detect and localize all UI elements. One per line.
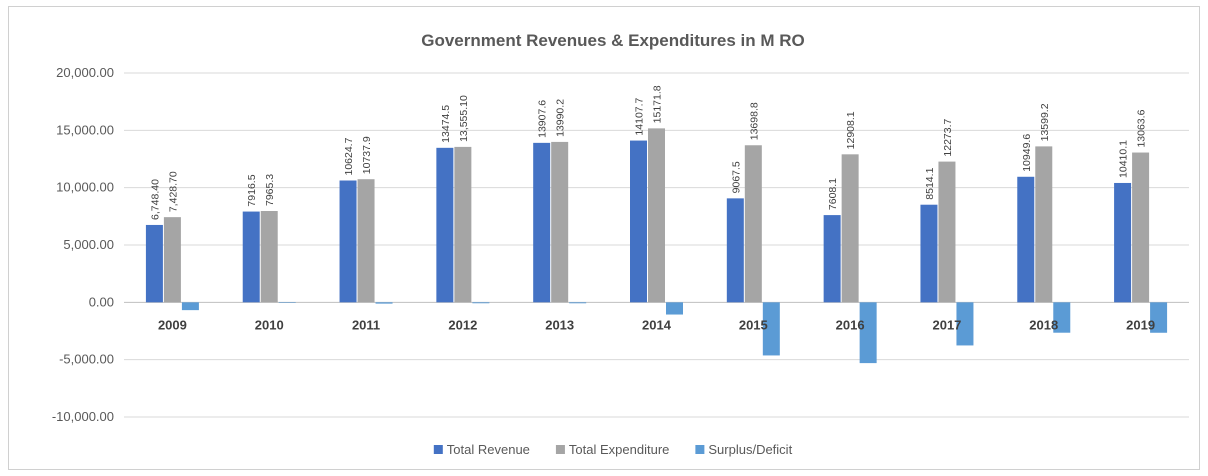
- chart-title: Government Revenues & Expenditures in M …: [421, 31, 805, 50]
- category-label-2013: 2013: [545, 317, 574, 332]
- category-label-2017: 2017: [932, 317, 961, 332]
- bar-total-revenue-2011: [339, 180, 357, 303]
- data-label: 13990.2: [555, 99, 567, 137]
- legend-label: Total Expenditure: [569, 442, 669, 457]
- bar-total-expenditure-2009: [163, 217, 181, 303]
- bar-total-revenue-2013: [533, 142, 551, 303]
- y-axis: 20,000.00 15,000.00 10,000.00 5,000.00 0.00 -…: [52, 65, 114, 424]
- category-label-2015: 2015: [739, 317, 768, 332]
- category-label-2012: 2012: [448, 317, 477, 332]
- bar-surplus-deficit-2009: [181, 302, 199, 311]
- bar-surplus-deficit-2019: [1150, 302, 1168, 333]
- bar-total-revenue-2012: [436, 147, 454, 303]
- category-label-2010: 2010: [255, 317, 284, 332]
- bar-surplus-deficit-2011: [375, 302, 393, 304]
- data-label: 7,428.70: [167, 171, 179, 212]
- bar-total-revenue-2019: [1114, 182, 1132, 303]
- bar-surplus-deficit-2010: [278, 302, 296, 303]
- category-label-2009: 2009: [158, 317, 187, 332]
- category-label-2014: 2014: [642, 317, 672, 332]
- bar-total-expenditure-2019: [1132, 152, 1150, 303]
- bar-total-expenditure-2015: [744, 145, 762, 303]
- bar-total-expenditure-2014: [648, 128, 665, 303]
- bar-total-revenue-2018: [1017, 176, 1035, 303]
- bar-total-revenue-2017: [920, 204, 938, 303]
- legend-item: Total Revenue: [433, 442, 530, 457]
- bar-surplus-deficit-2013: [569, 302, 587, 304]
- bar-total-expenditure-2017: [938, 161, 956, 303]
- category-labels: 2009 2010 2011 2012 2013 2014 2015 2016 2017 2018…: [158, 317, 1155, 332]
- y-tick-label: 5,000.00: [63, 237, 114, 252]
- data-label: 7965.3: [264, 174, 276, 206]
- bar-surplus-deficit-2017: [956, 302, 974, 346]
- data-label: 8514.1: [924, 167, 936, 199]
- data-label: 12908.1: [845, 111, 857, 149]
- data-label: 10949.6: [1021, 134, 1033, 172]
- bar-total-revenue-2009: [145, 224, 163, 303]
- bar-total-expenditure-2018: [1035, 146, 1053, 303]
- y-tick-label: 15,000.00: [56, 122, 114, 137]
- bar-surplus-deficit-2016: [859, 302, 877, 364]
- data-label: 10624.7: [343, 137, 355, 175]
- bars: [145, 128, 1168, 364]
- y-tick-label: 0.00: [89, 294, 114, 309]
- data-labels: 6,748.40 7,428.70 7916.5 7965.3 10624.7 10737…: [149, 85, 1147, 220]
- data-label: 13698.8: [748, 102, 760, 140]
- bar-surplus-deficit-2012: [472, 302, 490, 304]
- legend-item: Surplus/Deficit: [695, 442, 793, 457]
- bar-surplus-deficit-2015: [762, 302, 780, 356]
- y-tick-label: -5,000.00: [59, 352, 114, 367]
- data-label: 10410.1: [1118, 140, 1130, 178]
- data-label: 13063.6: [1136, 109, 1148, 147]
- data-label: 14107.7: [634, 97, 646, 135]
- data-label: 9067.5: [730, 161, 742, 193]
- bar-total-expenditure-2012: [454, 146, 472, 303]
- legend-swatch: [555, 445, 565, 454]
- bar-total-revenue-2010: [242, 211, 260, 303]
- chart-frame: Government Revenues & Expenditures in M …: [8, 6, 1200, 470]
- bar-surplus-deficit-2018: [1053, 302, 1071, 333]
- data-label: 7608.1: [827, 178, 839, 210]
- bar-total-expenditure-2016: [841, 154, 859, 303]
- legend-swatch: [695, 445, 705, 454]
- bar-total-revenue-2016: [823, 215, 841, 303]
- legend-swatch: [433, 445, 443, 454]
- data-label: 6,748.40: [149, 179, 161, 220]
- legend-item: Total Expenditure: [555, 442, 669, 457]
- legend-label: Total Revenue: [447, 442, 530, 457]
- chart-svg: Government Revenues & Expenditures in M …: [52, 31, 1189, 457]
- data-label: 7916.5: [246, 174, 258, 206]
- bar-surplus-deficit-2014: [666, 302, 683, 315]
- data-label: 12273.7: [942, 118, 954, 156]
- bar-total-expenditure-2010: [260, 210, 278, 303]
- data-label: 13907.6: [537, 100, 549, 138]
- y-tick-label: 20,000.00: [56, 65, 114, 80]
- bar-total-revenue-2014: [630, 140, 647, 303]
- y-tick-label: 10,000.00: [56, 180, 114, 195]
- y-tick-label: -10,000.00: [52, 409, 114, 424]
- category-label-2011: 2011: [352, 317, 380, 332]
- data-label: 13599.2: [1039, 103, 1051, 141]
- data-label: 13474.5: [440, 105, 452, 143]
- data-label: 15171.8: [652, 85, 664, 123]
- bar-total-revenue-2015: [726, 198, 744, 303]
- category-label-2016: 2016: [836, 317, 865, 332]
- legend-label: Surplus/Deficit: [708, 442, 792, 457]
- data-label: 10737.9: [361, 136, 373, 174]
- bar-total-expenditure-2011: [357, 179, 375, 303]
- category-label-2019: 2019: [1126, 317, 1155, 332]
- category-label-2018: 2018: [1029, 317, 1058, 332]
- legend: Total Revenue Total Expenditure Surplus/De…: [433, 442, 793, 457]
- data-label: 13,555.10: [458, 95, 470, 142]
- bar-total-expenditure-2013: [551, 141, 569, 303]
